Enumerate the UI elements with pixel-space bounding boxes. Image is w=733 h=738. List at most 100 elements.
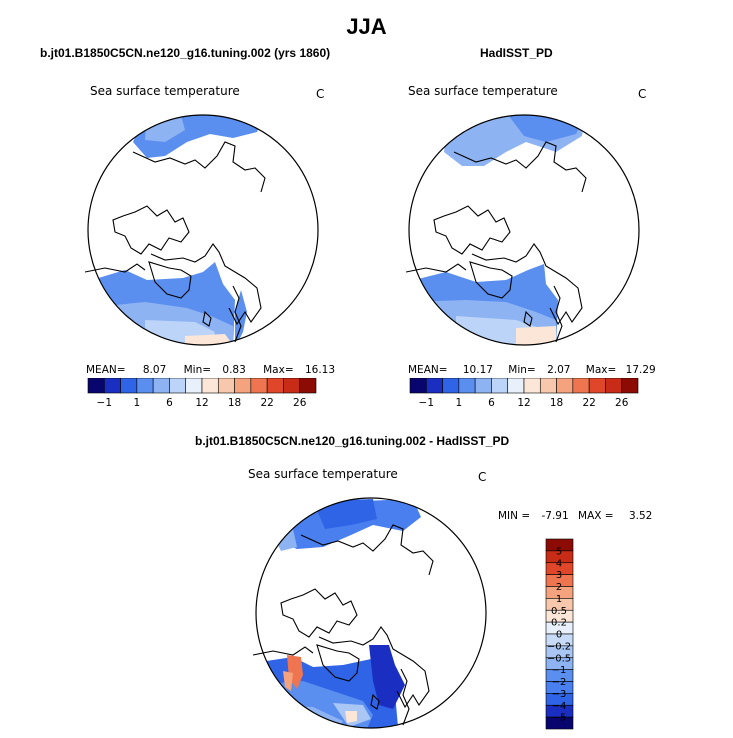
left-mean-label: MEAN= [86,364,126,376]
left-colorbar-swatch [234,378,252,394]
right-colorbar-swatch [458,378,476,394]
left-colorbar-swatch [152,378,170,394]
right-mean-label: MEAN= [408,364,448,376]
left-colorbar-tick: −1 [97,397,112,409]
diff-colorbar-tick: −2 [552,677,567,688]
left-colorbar-swatch [217,378,235,394]
diff-colorbar-tick: 0 [556,630,562,641]
left-colorbar-swatch [201,378,219,394]
left-colorbar-swatch [185,378,203,394]
diff-colorbar-tick: 4 [556,558,562,569]
right-colorbar: −1161218222629 [409,378,639,409]
left-min-value: 0.83 [222,364,246,376]
left-variable-label: Sea surface temperature [90,84,240,98]
left-colorbar-swatch [299,378,317,394]
right-colorbar-swatch [621,378,639,394]
diff-colorbar-tick: −0.2 [547,641,571,652]
right-min-value: 2.07 [547,364,571,376]
left-colorbar-swatch [136,378,154,394]
left-coastlines [85,141,266,343]
right-panel-heading: HadISST_PD [480,46,553,60]
left-colorbar-tick: 12 [195,397,208,409]
right-colorbar-tick: 26 [615,397,629,409]
left-colorbar: −1161218222629 [87,378,317,409]
right-map-border [408,114,640,346]
left-mean-value: 8.07 [142,364,167,376]
left-colorbar-tick: 1 [134,397,141,409]
diff-min-value: -7.91 [541,510,569,522]
right-colorbar-tick: 22 [582,397,595,409]
left-colorbar-swatch [250,378,268,394]
left-colorbar-swatch [103,378,121,394]
right-units-label: C [638,87,647,101]
left-colorbar-swatch [120,378,138,394]
diff-colorbar-tick: 0.5 [551,606,567,617]
right-colorbar-swatch [442,378,460,394]
diff-polar-map [253,497,487,729]
right-min-label: Min= [508,364,536,376]
right-colorbar-swatch [572,378,590,394]
diff-stats: MIN = -7.91 MAX = 3.52 [498,510,652,522]
diff-colorbar-tick: 1 [556,594,562,605]
left-map-border [87,114,319,346]
left-polar-map [85,114,319,346]
diff-colorbar-swatch [545,716,574,730]
left-colorbar-tick: 22 [260,397,273,409]
right-colorbar-swatch [507,378,525,394]
diff-norwegian-anomaly [369,645,405,709]
right-max-value: 17.29 [625,364,656,376]
diff-colorbar-tick: −4 [552,701,567,712]
diff-max-value: 3.52 [628,510,653,522]
diff-labrador-warm-edge [283,671,293,691]
diff-colorbar-tick: 5 [556,546,562,557]
diff-colorbar-tick: −3 [552,689,567,700]
right-polar-map [406,114,640,346]
left-colorbar-swatch [283,378,301,394]
right-coastlines [406,141,587,343]
diff-units-label: C [478,470,487,484]
right-stats: MEAN= 10.17 Min= 2.07 Max= 17.29 [408,364,656,376]
diff-colorbar-tick: −0.5 [547,653,571,664]
diff-map-border [255,497,487,729]
left-min-label: Min= [183,364,212,376]
right-colorbar-swatch [588,378,606,394]
right-variable-label: Sea surface temperature [408,84,558,98]
left-max-value: 16.13 [304,364,336,376]
diff-subtropic-warm [345,711,357,723]
right-colorbar-tick: 1 [456,397,463,409]
left-colorbar-swatch [87,378,105,394]
diff-colorbar-tick: 3 [556,570,562,581]
right-colorbar-swatch [523,378,541,394]
right-colorbar-swatch [409,378,427,394]
right-colorbar-tick: −1 [419,397,434,409]
left-colorbar-swatch [169,378,187,394]
right-mean-value: 10.17 [462,364,493,376]
right-colorbar-swatch [491,378,509,394]
right-colorbar-swatch [539,378,557,394]
diff-colorbar-tick: 2 [556,582,562,593]
right-colorbar-swatch [605,378,623,394]
diff-colorbar-tick: −1 [552,665,567,676]
left-colorbar-tick: 18 [228,397,241,409]
right-colorbar-swatch [474,378,492,394]
left-max-label: Max= [263,364,294,376]
diff-colorbar-tick: −5 [552,713,567,724]
right-colorbar-tick: 18 [550,397,563,409]
left-colorbar-swatch [266,378,284,394]
left-stats: MEAN= 8.07 Min= 0.83 Max= 16.13 [86,364,335,376]
diff-max-label: MAX = [578,510,614,522]
diff-panel-heading: b.jt01.B1850C5CN.ne120_g16.tuning.002 - … [195,434,510,448]
diff-colorbar-tick: 0.2 [551,618,567,629]
left-panel-heading: b.jt01.B1850C5CN.ne120_g16.tuning.002 (y… [40,46,331,60]
diff-coastlines [253,524,434,726]
left-units-label: C [316,87,325,101]
diff-variable-label: Sea surface temperature [248,467,398,481]
page-title: JJA [346,14,387,39]
right-colorbar-tick: 6 [488,397,495,409]
right-max-label: Max= [585,364,617,376]
left-colorbar-tick: 6 [166,397,173,409]
right-colorbar-swatch [556,378,574,394]
diff-min-label: MIN = [498,510,531,522]
right-colorbar-tick: 12 [517,397,530,409]
